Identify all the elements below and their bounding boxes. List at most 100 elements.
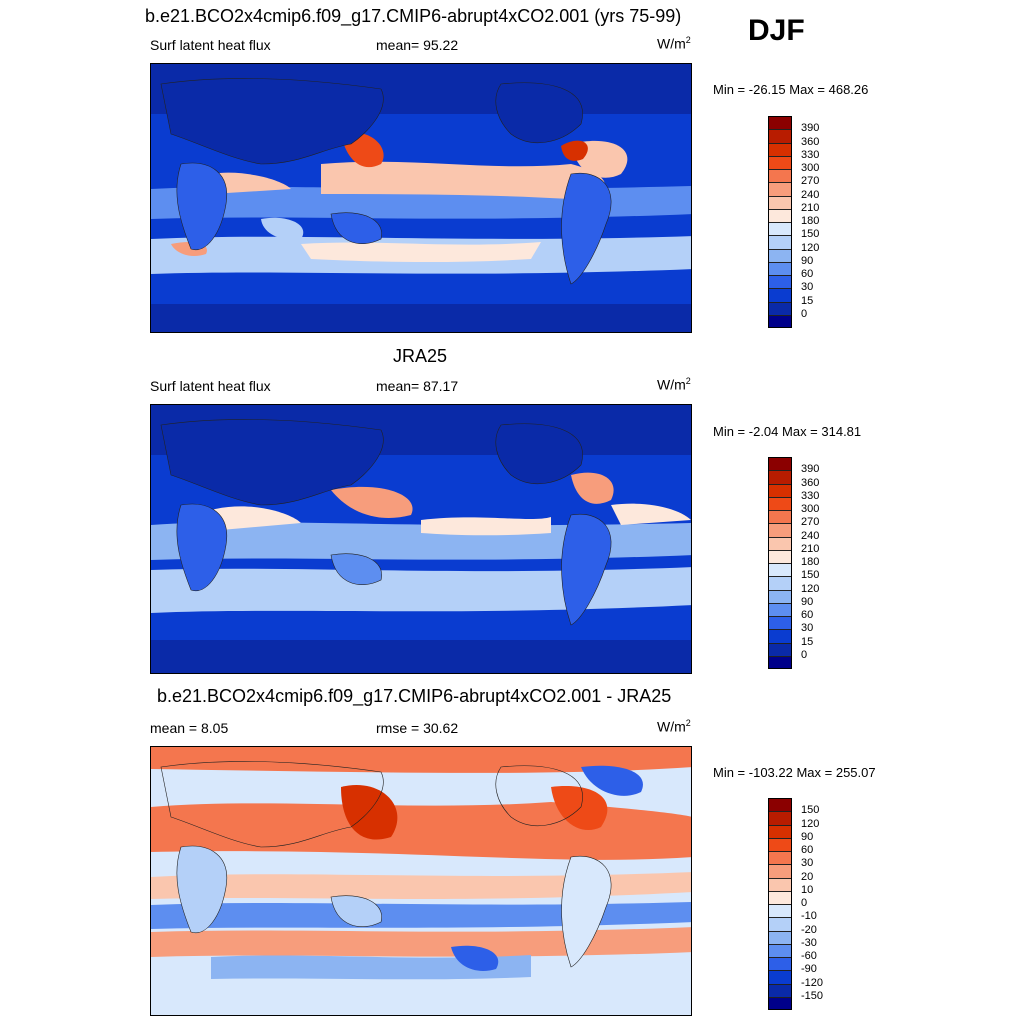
- panel1-map: [150, 63, 692, 333]
- panel1-units: W/m2: [657, 35, 691, 52]
- colorbar-tick-label: 15: [801, 294, 814, 307]
- colorbar-tick-label: -120: [801, 976, 824, 989]
- colorbar-swatch: [768, 930, 792, 944]
- colorbar-tick-label: 330: [801, 148, 820, 161]
- colorbar-tick-label: 150: [801, 804, 820, 817]
- colorbar-tick-label: 60: [801, 609, 814, 621]
- colorbar-swatch: [768, 996, 792, 1010]
- colorbar-tick-label: 270: [801, 516, 820, 529]
- colorbar-swatch: [768, 563, 792, 577]
- colorbar-tick-label: 60: [801, 268, 814, 280]
- colorbar-swatch: [768, 589, 792, 603]
- colorbar-frame: [768, 457, 792, 669]
- colorbar-swatch: [768, 169, 792, 183]
- colorbar-tick-label: 390: [801, 463, 820, 476]
- colorbar-tick-label: 0: [801, 897, 808, 909]
- colorbar-swatch: [768, 983, 792, 997]
- colorbar-tick-label: 90: [801, 830, 814, 843]
- colorbar-tick-label: 180: [801, 215, 820, 227]
- colorbar-swatch: [768, 851, 792, 865]
- colorbar-tick-label: 210: [801, 201, 820, 214]
- colorbar-swatch: [768, 523, 792, 537]
- colorbar-swatch: [768, 510, 792, 524]
- colorbar-tick-label: 10: [801, 883, 814, 896]
- colorbar-tick-label: 180: [801, 556, 820, 568]
- colorbar-swatch: [768, 824, 792, 838]
- colorbar-swatch: [768, 602, 792, 616]
- colorbar-tick-label: 300: [801, 503, 820, 515]
- colorbar-tick-label: 150: [801, 228, 820, 241]
- colorbar-swatch: [768, 288, 792, 302]
- colorbar-swatch: [768, 957, 792, 971]
- colorbar-tick-label: 15: [801, 635, 814, 648]
- panel1-minmax: Min = -26.15 Max = 468.26: [713, 82, 869, 97]
- colorbar-swatch: [768, 301, 792, 315]
- panel1-variable-label: Surf latent heat flux: [150, 37, 271, 53]
- colorbar-tick-label: 270: [801, 175, 820, 188]
- panel3-minmax: Min = -103.22 Max = 255.07: [713, 765, 876, 780]
- panel3-mean-label: mean = 8.05: [150, 720, 229, 736]
- colorbar-tick-label: -150: [801, 989, 824, 1002]
- panel3-colorbar: [768, 798, 792, 1010]
- panel3-units: W/m2: [657, 718, 691, 735]
- panel2-colorbar: [768, 457, 792, 669]
- colorbar-frame: [768, 798, 792, 1010]
- colorbar-swatch: [768, 182, 792, 196]
- colorbar-swatch: [768, 642, 792, 656]
- colorbar-swatch: [768, 275, 792, 289]
- colorbar-tick-label: 360: [801, 476, 820, 489]
- colorbar-tick-label: 330: [801, 489, 820, 502]
- colorbar-swatch: [768, 195, 792, 209]
- colorbar-swatch: [768, 208, 792, 222]
- colorbar-swatch: [768, 155, 792, 169]
- colorbar-tick-label: 20: [801, 870, 814, 883]
- panel3-map: [150, 746, 692, 1016]
- colorbar-swatch: [768, 549, 792, 563]
- colorbar-swatch: [768, 129, 792, 143]
- panel1-mean-label: mean= 95.22: [376, 37, 459, 53]
- panel2-minmax: Min = -2.04 Max = 314.81: [713, 424, 862, 439]
- panel3-rmse-label: rmse = 30.62: [376, 720, 459, 736]
- colorbar-swatch: [768, 904, 792, 918]
- colorbar-tick-label: 390: [801, 122, 820, 135]
- colorbar-frame: [768, 116, 792, 328]
- colorbar-swatch: [768, 142, 792, 156]
- colorbar-tick-label: 30: [801, 857, 814, 870]
- panel2-variable-label: Surf latent heat flux: [150, 378, 271, 394]
- colorbar-swatch: [768, 261, 792, 275]
- colorbar-swatch: [768, 890, 792, 904]
- colorbar-tick-label: 120: [801, 241, 820, 254]
- colorbar-swatch: [768, 536, 792, 550]
- colorbar-tick-label: 90: [801, 254, 814, 267]
- colorbar-tick-label: 120: [801, 817, 820, 830]
- colorbar-swatch: [768, 496, 792, 510]
- colorbar-tick-label: 240: [801, 188, 820, 201]
- colorbar-swatch: [768, 248, 792, 262]
- colorbar-swatch: [768, 811, 792, 825]
- colorbar-swatch: [768, 629, 792, 643]
- colorbar-swatch: [768, 576, 792, 590]
- panel1-colorbar: [768, 116, 792, 328]
- colorbar-swatch: [768, 235, 792, 249]
- colorbar-tick-label: 30: [801, 622, 814, 635]
- colorbar-tick-label: 210: [801, 542, 820, 555]
- colorbar-swatch: [768, 837, 792, 851]
- colorbar-tick-label: -10: [801, 910, 817, 923]
- colorbar-swatch: [768, 917, 792, 931]
- panel2-map: [150, 404, 692, 674]
- colorbar-tick-label: -20: [801, 923, 817, 936]
- colorbar-tick-label: 60: [801, 844, 814, 856]
- colorbar-tick-label: 0: [801, 648, 808, 661]
- colorbar-tick-label: 300: [801, 162, 820, 174]
- colorbar-tick-label: -90: [801, 963, 817, 976]
- colorbar-swatch: [768, 864, 792, 878]
- colorbar-tick-label: -30: [801, 936, 817, 949]
- colorbar-tick-label: 360: [801, 135, 820, 148]
- colorbar-swatch: [768, 470, 792, 484]
- colorbar-tick-label: 150: [801, 569, 820, 582]
- colorbar-tick-label: -60: [801, 950, 817, 962]
- panel1-title: b.e21.BCO2x4cmip6.f09_g17.CMIP6-abrupt4x…: [145, 6, 682, 26]
- colorbar-swatch: [768, 655, 792, 669]
- panel2-units: W/m2: [657, 376, 691, 393]
- panel2-mean-label: mean= 87.17: [376, 378, 459, 394]
